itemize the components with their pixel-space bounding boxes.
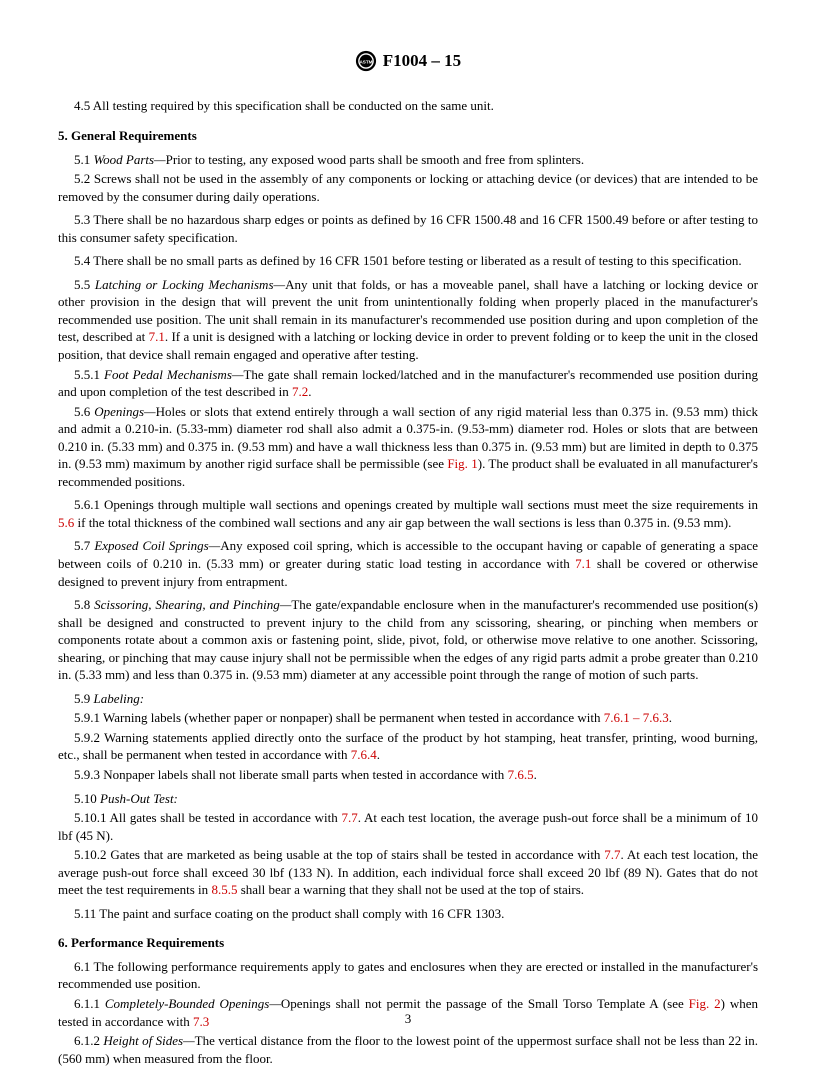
clause-text: . — [534, 767, 537, 782]
cross-ref-link[interactable]: 7.3 — [193, 1014, 209, 1029]
clause-text: 5.9.2 Warning statements applied directl… — [58, 730, 758, 763]
clause-num: 5.5.1 — [74, 367, 104, 382]
para-5-4: 5.4 There shall be no small parts as def… — [58, 252, 758, 270]
clause-text: 5.6.1 Openings through multiple wall sec… — [74, 497, 758, 512]
clause-text: 5.9.1 Warning labels (whether paper or n… — [74, 710, 604, 725]
clause-num: 5.6 — [74, 404, 94, 419]
para-5-8: 5.8 Scissoring, Shearing, and Pinching—T… — [58, 596, 758, 684]
clause-heading: Completely-Bounded Openings— — [105, 996, 281, 1011]
clause-heading: Foot Pedal Mechanisms— — [104, 367, 243, 382]
para-5-5-1: 5.5.1 Foot Pedal Mechanisms—The gate sha… — [58, 366, 758, 401]
clause-text: . — [308, 384, 311, 399]
cross-ref-link[interactable]: Fig. 2 — [689, 996, 721, 1011]
clause-text: 5.9.3 Nonpaper labels shall not liberate… — [74, 767, 508, 782]
clause-heading: Latching or Locking Mechanisms— — [95, 277, 285, 292]
clause-text: . — [669, 710, 672, 725]
clause-num: 5.10 — [74, 791, 100, 806]
header-designation: F1004 – 15 — [383, 50, 461, 73]
cross-ref-link[interactable]: 8.5.5 — [211, 882, 237, 897]
clause-text: Prior to testing, any exposed wood parts… — [166, 152, 584, 167]
para-6-1-2: 6.1.2 Height of Sides—The vertical dista… — [58, 1032, 758, 1067]
cross-ref-link[interactable]: 7.1 — [149, 329, 165, 344]
clause-heading: Openings— — [94, 404, 155, 419]
clause-num: 5.1 — [74, 152, 94, 167]
para-5-10: 5.10 Push-Out Test: — [58, 790, 758, 808]
clause-heading: Scissoring, Shearing, and Pinching— — [94, 597, 291, 612]
clause-num: 5.9 — [74, 691, 94, 706]
section-6-title: 6. Performance Requirements — [58, 934, 758, 952]
page-number: 3 — [405, 1010, 412, 1028]
para-5-5: 5.5 Latching or Locking Mechanisms—Any u… — [58, 276, 758, 364]
para-5-6: 5.6 Openings—Holes or slots that extend … — [58, 403, 758, 491]
section-5-title: 5. General Requirements — [58, 127, 758, 145]
clause-num: 5.5 — [74, 277, 95, 292]
clause-heading: Push-Out Test: — [100, 791, 178, 806]
clause-heading: Wood Parts— — [94, 152, 166, 167]
page-header: ASTM F1004 – 15 — [58, 50, 758, 79]
clause-num: 6.1.1 — [74, 996, 105, 1011]
cross-ref-link[interactable]: 7.6.1 – 7.6.3 — [604, 710, 669, 725]
para-5-3: 5.3 There shall be no hazardous sharp ed… — [58, 211, 758, 246]
para-5-1: 5.1 Wood Parts—Prior to testing, any exp… — [58, 151, 758, 169]
para-5-10-2: 5.10.2 Gates that are marketed as being … — [58, 846, 758, 899]
clause-heading: Labeling: — [94, 691, 145, 706]
para-6-1: 6.1 The following performance requiremen… — [58, 958, 758, 993]
para-5-2: 5.2 Screws shall not be used in the asse… — [58, 170, 758, 205]
astm-logo-icon: ASTM — [355, 50, 377, 72]
clause-num: 5.8 — [74, 597, 94, 612]
para-5-9-2: 5.9.2 Warning statements applied directl… — [58, 729, 758, 764]
para-4-5: 4.5 All testing required by this specifi… — [58, 97, 758, 115]
para-5-7: 5.7 Exposed Coil Springs—Any exposed coi… — [58, 537, 758, 590]
cross-ref-link[interactable]: Fig. 1 — [447, 456, 477, 471]
para-5-9-3: 5.9.3 Nonpaper labels shall not liberate… — [58, 766, 758, 784]
clause-text: . — [377, 747, 380, 762]
clause-text: 5.10.2 Gates that are marketed as being … — [74, 847, 604, 862]
cross-ref-link[interactable]: 5.6 — [58, 515, 74, 530]
clause-num: 5.7 — [74, 538, 94, 553]
cross-ref-link[interactable]: 7.2 — [292, 384, 308, 399]
clause-heading: Height of Sides— — [103, 1033, 194, 1048]
clause-text: Openings shall not permit the passage of… — [281, 996, 689, 1011]
para-5-6-1: 5.6.1 Openings through multiple wall sec… — [58, 496, 758, 531]
cross-ref-link[interactable]: 7.6.4 — [351, 747, 377, 762]
clause-text: 5.10.1 All gates shall be tested in acco… — [74, 810, 342, 825]
svg-text:ASTM: ASTM — [359, 60, 372, 65]
para-5-9: 5.9 Labeling: — [58, 690, 758, 708]
cross-ref-link[interactable]: 7.1 — [575, 556, 591, 571]
clause-heading: Exposed Coil Springs— — [94, 538, 220, 553]
para-5-10-1: 5.10.1 All gates shall be tested in acco… — [58, 809, 758, 844]
para-5-9-1: 5.9.1 Warning labels (whether paper or n… — [58, 709, 758, 727]
clause-num: 6.1.2 — [74, 1033, 103, 1048]
cross-ref-link[interactable]: 7.7 — [342, 810, 358, 825]
para-5-11: 5.11 The paint and surface coating on th… — [58, 905, 758, 923]
clause-text: shall bear a warning that they shall not… — [237, 882, 584, 897]
cross-ref-link[interactable]: 7.7 — [604, 847, 620, 862]
clause-text: if the total thickness of the combined w… — [74, 515, 731, 530]
cross-ref-link[interactable]: 7.6.5 — [508, 767, 534, 782]
